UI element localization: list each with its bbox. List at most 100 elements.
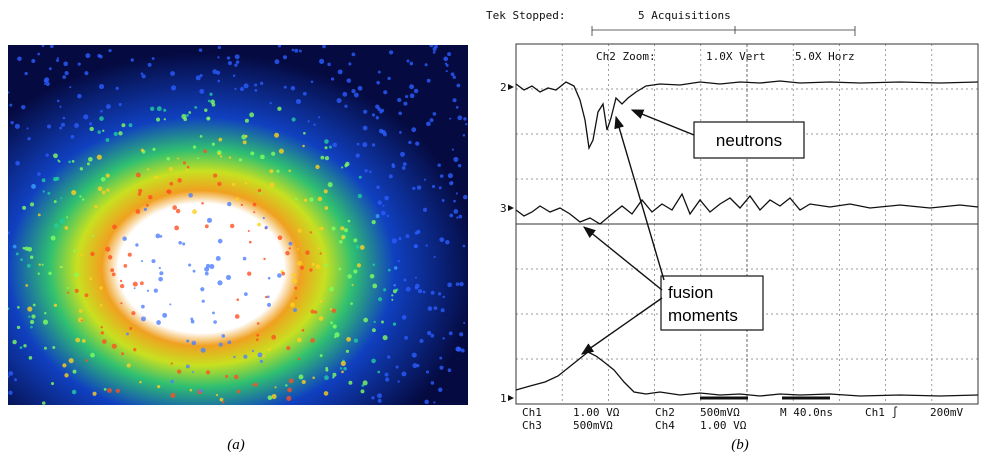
speckle (254, 83, 258, 87)
speckle (281, 271, 286, 276)
speckle (140, 316, 146, 322)
speckle (440, 308, 445, 313)
speckle (206, 217, 213, 223)
speckle (383, 288, 387, 292)
speckle (204, 271, 209, 276)
speckle (429, 118, 434, 123)
speckle (288, 241, 293, 246)
speckle (199, 74, 203, 78)
speckle (219, 397, 224, 402)
speckle (243, 354, 248, 359)
speckle (383, 90, 388, 95)
speckle (24, 71, 28, 76)
speckle (337, 69, 343, 75)
speckle (404, 335, 409, 340)
scope-setting: M 40.0ns (780, 406, 833, 419)
speckle (319, 354, 323, 358)
marker-arrow (508, 205, 514, 211)
speckle (295, 98, 302, 105)
speckle (324, 146, 328, 150)
speckle (257, 352, 263, 358)
speckle (215, 255, 221, 261)
speckle (315, 164, 320, 170)
speckle (442, 295, 445, 299)
speckle (269, 101, 272, 105)
speckle (309, 231, 313, 234)
speckle (346, 78, 352, 83)
speckle (317, 227, 321, 230)
speckle (101, 339, 107, 345)
speckle (64, 70, 69, 76)
speckle (70, 135, 75, 139)
speckle (191, 340, 197, 346)
speckle (426, 121, 431, 127)
speckle (222, 401, 225, 404)
panel-b: Tek Stopped: 5 Acquisitions Ch2 Zoom: 1.… (486, 9, 979, 453)
speckle (269, 169, 274, 174)
speckle (331, 226, 336, 231)
speckle (206, 263, 211, 268)
speckle (217, 181, 222, 187)
speckle (84, 71, 89, 76)
speckle (285, 250, 290, 256)
speckle (296, 337, 302, 343)
speckle (111, 272, 116, 277)
speckle (317, 246, 320, 250)
speckle (127, 252, 132, 257)
neutrons-box (693, 121, 805, 159)
speckle (22, 205, 27, 210)
arrow (580, 297, 663, 355)
speckle (129, 326, 133, 330)
speckle (455, 192, 458, 195)
scope-setting: Ch2 (655, 406, 675, 419)
speckle (126, 363, 131, 368)
speckle (382, 132, 387, 137)
speckle (384, 372, 389, 377)
speckle (149, 106, 155, 111)
trace-marker: 2 (500, 81, 507, 94)
speckle (58, 160, 61, 163)
speckle (403, 278, 407, 282)
speckle (401, 166, 406, 170)
trace-markers: 2 3 1 (500, 81, 514, 405)
speckle (447, 368, 452, 373)
speckle (438, 186, 442, 190)
speckle (29, 255, 34, 259)
speckle (453, 156, 459, 163)
speckle (126, 332, 129, 336)
speckle (348, 380, 353, 385)
speckle (439, 365, 444, 370)
speckle (119, 279, 123, 283)
speckle (212, 311, 215, 315)
speckle (401, 371, 407, 377)
speckle (199, 88, 205, 94)
speckle (303, 198, 308, 202)
speckle (156, 106, 162, 112)
speckle (347, 274, 352, 279)
speckle (170, 362, 173, 365)
speckle (73, 249, 76, 253)
speckle (81, 338, 86, 343)
speckle (405, 234, 410, 239)
speckle (313, 123, 316, 126)
speckle (121, 352, 125, 356)
speckle (369, 170, 372, 174)
speckle (402, 162, 407, 166)
speckle (356, 142, 360, 146)
speckle (462, 134, 466, 137)
speckle (405, 95, 409, 99)
speckle (52, 346, 56, 349)
speckle (200, 347, 206, 353)
speckle (151, 57, 155, 60)
speckle (252, 202, 257, 207)
speckle (399, 131, 402, 134)
speckle (381, 210, 386, 216)
speckle (319, 58, 325, 64)
speckle (353, 238, 358, 243)
speckle (143, 207, 148, 212)
speckle (341, 370, 344, 374)
speckle (427, 330, 432, 336)
speckle (455, 106, 459, 109)
speckle (99, 116, 104, 121)
speckle (400, 151, 405, 157)
